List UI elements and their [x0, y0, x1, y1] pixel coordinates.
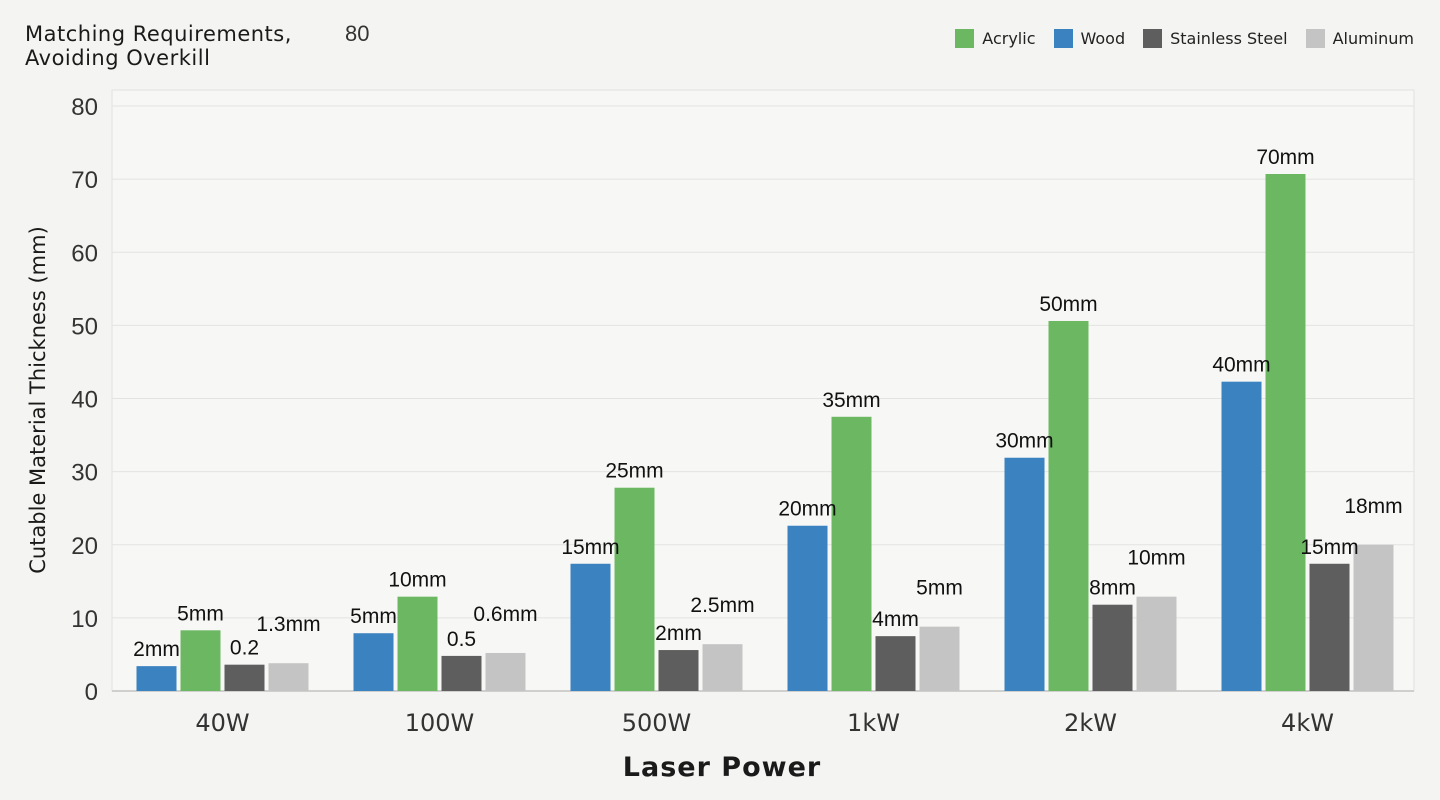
data-label: 70mm [1256, 146, 1314, 169]
bar-aluminum [702, 644, 743, 691]
data-label: 2mm [655, 622, 702, 645]
bar-acrylic [1048, 320, 1089, 691]
legend-label: Aluminum [1332, 29, 1414, 48]
bar-wood [136, 666, 177, 691]
y-tick-label: 60 [71, 240, 98, 267]
y-tick-label: 10 [71, 606, 98, 633]
bar-acrylic [397, 596, 438, 691]
legend-item: Acrylic [955, 29, 1036, 48]
legend-label: Acrylic [982, 29, 1036, 48]
bar-wood [1221, 381, 1262, 691]
y-tick-label: 70 [71, 167, 98, 194]
bar-stainless-steel [658, 650, 699, 691]
bar-stainless-steel [224, 664, 265, 691]
data-label: 15mm [1300, 536, 1358, 559]
title-line-1: Matching Requirements, [25, 22, 292, 46]
y-tick-label: 40 [71, 387, 98, 414]
y-tick-label: 20 [71, 533, 98, 560]
data-label: 18mm [1344, 495, 1402, 518]
bar-stainless-steel [875, 636, 916, 691]
bar-acrylic [831, 416, 872, 691]
y-tick-label: 30 [71, 460, 98, 487]
legend-label: Stainless Steel [1170, 29, 1288, 48]
bar-aluminum [919, 626, 960, 691]
x-tick-label: 40W [195, 709, 249, 737]
stray-tick-label: 80 [345, 21, 370, 46]
y-tick-label: 50 [71, 313, 98, 340]
bar-stainless-steel [1309, 563, 1350, 691]
data-label: 2.5mm [690, 594, 754, 617]
data-label: 40mm [1212, 354, 1270, 377]
bar-acrylic [180, 630, 221, 691]
bar-wood [570, 563, 611, 691]
bar-aluminum [1353, 544, 1394, 691]
bar-wood [353, 633, 394, 691]
legend-swatch [1305, 29, 1325, 48]
y-axis-label: Cutable Material Thickness (mm) [26, 226, 50, 574]
data-label: 10mm [388, 569, 446, 592]
data-label: 1.3mm [256, 613, 320, 636]
legend-item: Aluminum [1305, 29, 1414, 48]
bar-stainless-steel [441, 655, 482, 691]
bar-aluminum [268, 663, 309, 691]
x-tick-label: 500W [622, 709, 692, 737]
data-label: 0.2 [230, 637, 259, 660]
y-tick-label: 0 [85, 679, 98, 706]
data-label: 0.6mm [473, 603, 537, 626]
data-label: 25mm [605, 460, 663, 483]
data-label: 30mm [995, 430, 1053, 453]
legend-label: Wood [1080, 29, 1126, 48]
data-label: 8mm [1089, 577, 1136, 600]
data-label: 5mm [177, 602, 224, 625]
legend-item: Stainless Steel [1143, 29, 1288, 48]
data-label: 4mm [872, 608, 919, 631]
data-label: 10mm [1127, 547, 1185, 570]
data-label: 0.5 [447, 628, 476, 651]
data-label: 15mm [561, 536, 619, 559]
plot-area [111, 89, 1415, 692]
x-axis-label: Laser Power [623, 752, 821, 783]
data-label: 5mm [350, 605, 397, 628]
x-tick-label: 4kW [1281, 709, 1334, 737]
legend: Acrylic Wood Stainless Steel Aluminum [955, 29, 1414, 48]
x-tick-label: 1kW [847, 709, 900, 737]
x-tick-label: 2kW [1064, 709, 1117, 737]
chart-title: Matching Requirements, Avoiding Overkill [25, 22, 292, 70]
legend-swatch [1053, 29, 1073, 48]
data-label: 20mm [778, 498, 836, 521]
x-tick-label: 100W [405, 709, 475, 737]
legend-item: Wood [1053, 29, 1126, 48]
bar-aluminum [1136, 596, 1177, 691]
bar-wood [787, 525, 828, 691]
data-label: 35mm [822, 389, 880, 412]
bar-acrylic [614, 487, 655, 691]
bar-wood [1004, 457, 1045, 691]
bar-acrylic [1265, 174, 1306, 692]
legend-swatch [955, 29, 975, 48]
bar-stainless-steel [1092, 604, 1133, 691]
legend-swatch [1143, 29, 1163, 48]
data-label: 5mm [916, 577, 963, 600]
data-label: 2mm [133, 638, 180, 661]
data-label: 50mm [1039, 293, 1097, 316]
y-tick-label: 80 [71, 94, 98, 121]
bar-aluminum [485, 652, 526, 691]
title-line-2: Avoiding Overkill [25, 46, 211, 70]
